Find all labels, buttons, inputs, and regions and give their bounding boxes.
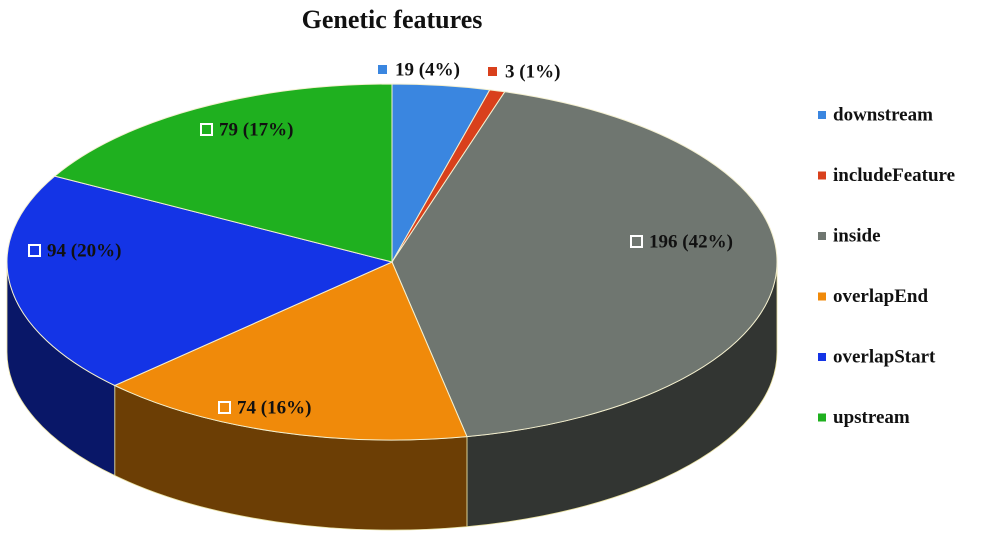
data-label: 196 (42%) <box>649 231 733 252</box>
legend-swatch <box>818 292 826 301</box>
pie-slice <box>391 91 778 438</box>
legend-label: upstream <box>833 407 910 428</box>
label-marker <box>218 401 231 414</box>
pie-slice <box>53 83 393 263</box>
legend-label: overlapEnd <box>833 286 928 307</box>
legend-swatch <box>818 353 826 361</box>
legend-label: downstream <box>833 104 933 125</box>
pie-slice <box>6 175 394 387</box>
label-marker <box>200 123 213 136</box>
label-marker <box>28 244 41 257</box>
data-label: 3 (1%) <box>505 61 560 82</box>
data-label: 19 (4%) <box>395 59 460 80</box>
data-label: 79 (17%) <box>219 119 293 140</box>
legend-label: includeFeature <box>833 165 955 186</box>
legend-label: overlapStart <box>833 346 936 367</box>
legend-swatch <box>818 171 826 180</box>
label-marker <box>378 65 387 74</box>
legend-swatch <box>818 232 826 240</box>
legend-label: inside <box>833 225 881 246</box>
legend-swatch <box>818 413 826 422</box>
label-marker <box>488 67 497 76</box>
pie-slice <box>113 261 468 441</box>
chart-title: Genetic features <box>302 5 483 34</box>
data-label: 74 (16%) <box>237 397 311 418</box>
label-marker <box>630 235 643 248</box>
legend-swatch <box>818 111 826 119</box>
data-label: 94 (20%) <box>47 240 121 261</box>
